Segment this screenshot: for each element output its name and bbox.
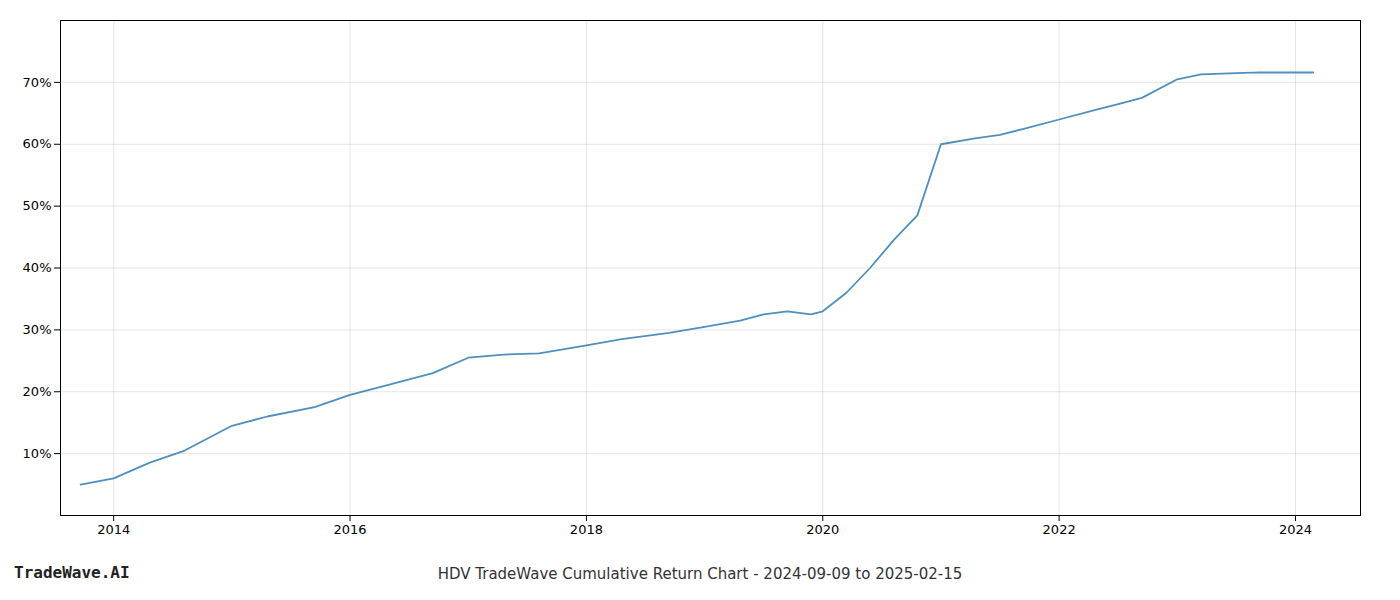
svg-text:2018: 2018 xyxy=(570,522,603,537)
html-text:HDV TradeWave Cumulative Retur: HDV TradeWave Cumulative Return Chart - … xyxy=(437,565,963,583)
html-text:TradeWave.AI: TradeWave.AI xyxy=(14,563,130,582)
svg-text:20%: 20% xyxy=(23,384,52,399)
svg-text:50%: 50% xyxy=(23,198,52,213)
svg-text:60%: 60% xyxy=(23,136,52,151)
svg-text:2020: 2020 xyxy=(806,522,839,537)
svg-text:70%: 70% xyxy=(23,75,52,90)
svg-text:2022: 2022 xyxy=(1043,522,1076,537)
svg-text:2016: 2016 xyxy=(333,522,366,537)
svg-text:2024: 2024 xyxy=(1279,522,1312,537)
svg-text:30%: 30% xyxy=(23,322,52,337)
svg-text:10%: 10% xyxy=(23,446,52,461)
svg-text:40%: 40% xyxy=(23,260,52,275)
svg-text:2014: 2014 xyxy=(97,522,130,537)
